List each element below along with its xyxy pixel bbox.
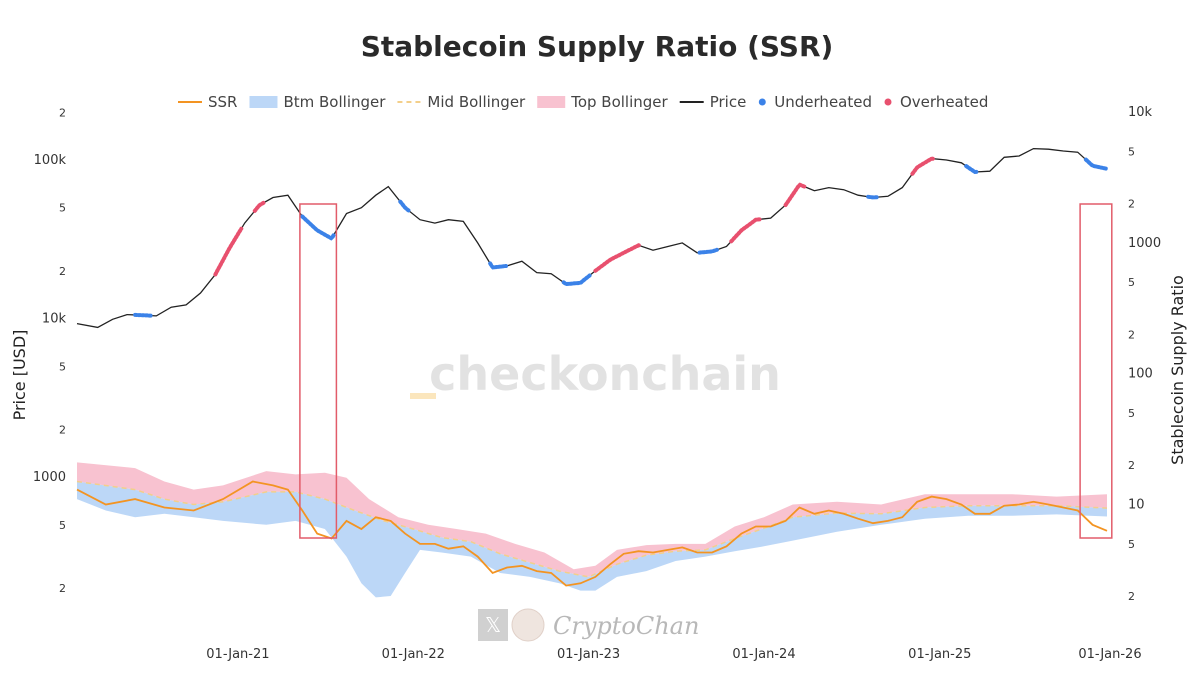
left-tick-label: 2 — [59, 582, 66, 595]
price-line — [76, 147, 1108, 329]
left-tick-label: 1000 — [33, 470, 66, 485]
watermark-underscore — [410, 393, 436, 399]
x-tick-label: 01-Jan-23 — [557, 647, 620, 662]
bollinger-bands — [77, 462, 1107, 598]
legend-label: Underheated — [774, 93, 872, 111]
legend-label: Mid Bollinger — [427, 93, 526, 111]
avatar — [511, 608, 545, 642]
ssr-line — [76, 480, 1108, 587]
right-tick-label: 2 — [1128, 328, 1135, 341]
x-tick-label: 01-Jan-21 — [206, 647, 269, 662]
top-bollinger-area — [77, 462, 1107, 577]
right-tick-label: 2 — [1128, 590, 1135, 603]
left-tick-label: 5 — [59, 360, 66, 373]
highlight-boxes — [299, 203, 1113, 539]
legend-item-top-bollinger[interactable]: Top Bollinger — [537, 93, 669, 111]
right-tick-label: 100 — [1128, 367, 1153, 382]
right-tick-label: 2 — [1128, 198, 1135, 211]
chart-title: Stablecoin Supply Ratio (SSR) — [361, 30, 834, 63]
right-axis-ticks: 2 5 10 2 5 100 2 5 1000 2 5 10k — [1128, 105, 1161, 603]
overheated-marker — [213, 226, 244, 277]
legend-item-btm-bollinger[interactable]: Btm Bollinger — [249, 93, 386, 111]
overheated-marker — [252, 200, 266, 213]
heat-markers — [133, 156, 1108, 318]
x-logo-icon: 𝕏 — [485, 613, 501, 637]
left-axis-ticks: 2 5 1000 2 5 10k 2 5 100k 2 — [33, 106, 67, 595]
btm-bollinger-area — [77, 481, 1107, 598]
legend-label: SSR — [208, 93, 237, 111]
legend-swatch — [537, 96, 566, 108]
x-tick-label: 01-Jan-26 — [1078, 647, 1141, 662]
left-tick-label: 2 — [59, 423, 66, 436]
left-tick-label: 10k — [42, 312, 67, 327]
credit-text: CryptoChan — [553, 612, 699, 640]
overheated-marker — [593, 243, 642, 273]
right-tick-label: 2 — [1128, 459, 1135, 472]
legend-item-underheated[interactable]: Underheated — [758, 93, 872, 111]
legend-item-overheated[interactable]: Overheated — [884, 93, 989, 111]
right-tick-label: 5 — [1128, 538, 1135, 551]
right-tick-label: 10k — [1128, 105, 1153, 120]
underheated-marker — [697, 247, 719, 255]
underheated-marker — [964, 164, 979, 175]
mid-bollinger-line — [76, 480, 1108, 578]
left-tick-label: 5 — [59, 519, 66, 532]
right-tick-label: 1000 — [1128, 236, 1161, 251]
x-logo-box — [478, 609, 508, 641]
right-tick-label: 5 — [1128, 145, 1135, 158]
left-tick-label: 100k — [34, 153, 67, 168]
underheated-marker — [133, 312, 153, 318]
legend-item-ssr[interactable]: SSR — [178, 93, 237, 111]
overheated-marker — [729, 217, 763, 244]
right-tick-label: 5 — [1128, 276, 1135, 289]
legend-label: Overheated — [900, 93, 988, 111]
legend-swatch — [884, 98, 892, 106]
legend-label: Btm Bollinger — [283, 93, 386, 111]
credit-badge: 𝕏 CryptoChan — [478, 608, 699, 642]
legend-swatch — [249, 96, 278, 108]
underheated-marker — [300, 214, 336, 241]
underheated-marker — [398, 199, 411, 213]
legend: SSR Btm Bollinger Mid Bollinger Top Bolling… — [178, 93, 988, 111]
plot-area — [76, 147, 1113, 598]
legend-label: Top Bollinger — [570, 93, 668, 111]
underheated-marker — [561, 273, 592, 287]
overheated-marker — [910, 156, 937, 176]
legend-item-price[interactable]: Price — [679, 93, 747, 111]
legend-label: Price — [710, 93, 747, 111]
right-tick-label: 5 — [1128, 407, 1135, 420]
left-axis-title: Price [USD] — [10, 330, 29, 421]
legend-swatch — [758, 98, 766, 106]
x-axis-ticks: 01-Jan-21 01-Jan-22 01-Jan-23 01-Jan-24 01-J… — [206, 647, 1141, 662]
underheated-marker — [866, 194, 879, 200]
left-tick-label: 2 — [59, 265, 66, 278]
x-tick-label: 01-Jan-24 — [732, 647, 795, 662]
highlight-box — [299, 203, 338, 539]
underheated-marker — [488, 261, 508, 270]
right-tick-label: 10 — [1128, 498, 1145, 513]
right-axis-title: Stablecoin Supply Ratio — [1168, 275, 1187, 465]
left-tick-label: 2 — [59, 106, 66, 119]
highlight-box — [1079, 203, 1113, 539]
left-tick-label: 5 — [59, 202, 66, 215]
overheated-marker — [783, 182, 807, 207]
watermark: checkonchain — [429, 347, 781, 401]
underheated-marker — [1083, 157, 1108, 171]
x-tick-label: 01-Jan-25 — [908, 647, 971, 662]
legend-item-mid-bollinger[interactable]: Mid Bollinger — [397, 93, 526, 111]
x-tick-label: 01-Jan-22 — [382, 647, 445, 662]
